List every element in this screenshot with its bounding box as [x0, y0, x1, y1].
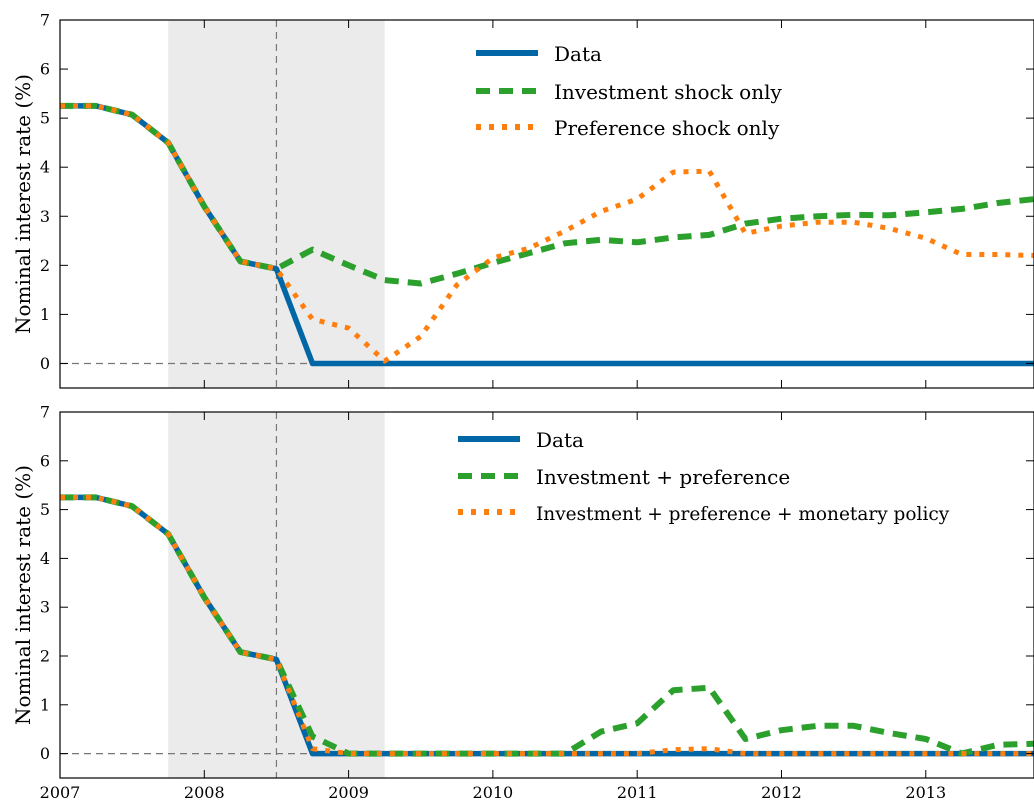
- legend-entry-preference-shock-only: Preference shock only: [476, 116, 780, 140]
- x-tick-label: 2009: [328, 783, 369, 802]
- legend-entry-investment-shock-only: Investment shock only: [476, 80, 782, 104]
- y-tick-label: 7: [40, 403, 50, 422]
- y-tick-label: 6: [40, 451, 50, 470]
- legend-entry-investment-preference-monetary-policy: Investment + preference + monetary polic…: [458, 504, 950, 525]
- x-tick-label: 2012: [761, 783, 802, 802]
- legend-entry-investment-preference: Investment + preference: [458, 465, 790, 489]
- y-tick-label: 5: [40, 500, 50, 519]
- y-tick-label: 5: [40, 109, 50, 128]
- x-tick-label: 2007: [40, 783, 81, 802]
- bottom-panel-axes: 0 1 2 3 4 5 6 7 2007 2008 2009 2010 2011 2012 2013: [40, 403, 1034, 802]
- legend-label-data: Data: [536, 428, 584, 452]
- plot-frame: [59, 19, 1034, 389]
- y-tick-label: 6: [40, 60, 50, 79]
- series-line-preference-shock-only: [60, 103, 1034, 364]
- legend-label-investment-preference: Investment + preference: [536, 465, 790, 489]
- legend-label-investment-preference-monetary-policy: Investment + preference + monetary polic…: [536, 504, 950, 525]
- legend-label-data: Data: [554, 42, 602, 66]
- x-tick-label: 2010: [473, 783, 514, 802]
- plot-frame: [59, 411, 1034, 779]
- x-tick-label: 2011: [617, 783, 658, 802]
- top-panel-legend: Data Investment shock only Preference sh…: [476, 42, 782, 140]
- y-tick-label: 2: [40, 647, 50, 666]
- y-tick-label: 2: [40, 256, 50, 275]
- bottom-panel: Nominal interest rate (%) 0 1 2 3 4 5 6 7 2007 20…: [11, 403, 1034, 802]
- y-tick-label: 1: [40, 695, 50, 714]
- x-tick-label: 2008: [184, 783, 225, 802]
- legend-label-preference-shock-only: Preference shock only: [554, 116, 780, 140]
- x-tick-label: 2013: [905, 783, 946, 802]
- top-panel-axes: 0 1 2 3 4 5 6 7: [40, 11, 1034, 389]
- top-panel-series: [60, 102, 1034, 367]
- y-tick-label: 4: [40, 549, 50, 568]
- y-tick-label: 4: [40, 158, 50, 177]
- bottom-panel-ylabel: Nominal interest rate (%): [11, 465, 35, 725]
- y-tick-label: 7: [40, 11, 50, 30]
- y-tick-label: 0: [40, 354, 50, 373]
- legend-entry-data: Data: [476, 42, 602, 66]
- top-panel: Nominal interest rate (%) 0 1 2 3 4 5 6 7 Data …: [11, 11, 1034, 389]
- legend-label-investment-shock-only: Investment shock only: [554, 80, 782, 104]
- series-line-investment-preference-monetary-policy: [60, 494, 1034, 757]
- top-panel-ylabel: Nominal interest rate (%): [11, 74, 35, 334]
- series-line-investment-preference: [60, 494, 1034, 757]
- y-tick-label: 3: [40, 598, 50, 617]
- y-tick-label: 1: [40, 305, 50, 324]
- legend-entry-data: Data: [458, 428, 584, 452]
- series-line-investment-shock-only: [60, 102, 1034, 287]
- bottom-panel-legend: Data Investment + preference Investment …: [458, 428, 950, 525]
- y-tick-label: 0: [40, 744, 50, 763]
- bottom-panel-series: [60, 494, 1034, 757]
- y-tick-label: 3: [40, 207, 50, 226]
